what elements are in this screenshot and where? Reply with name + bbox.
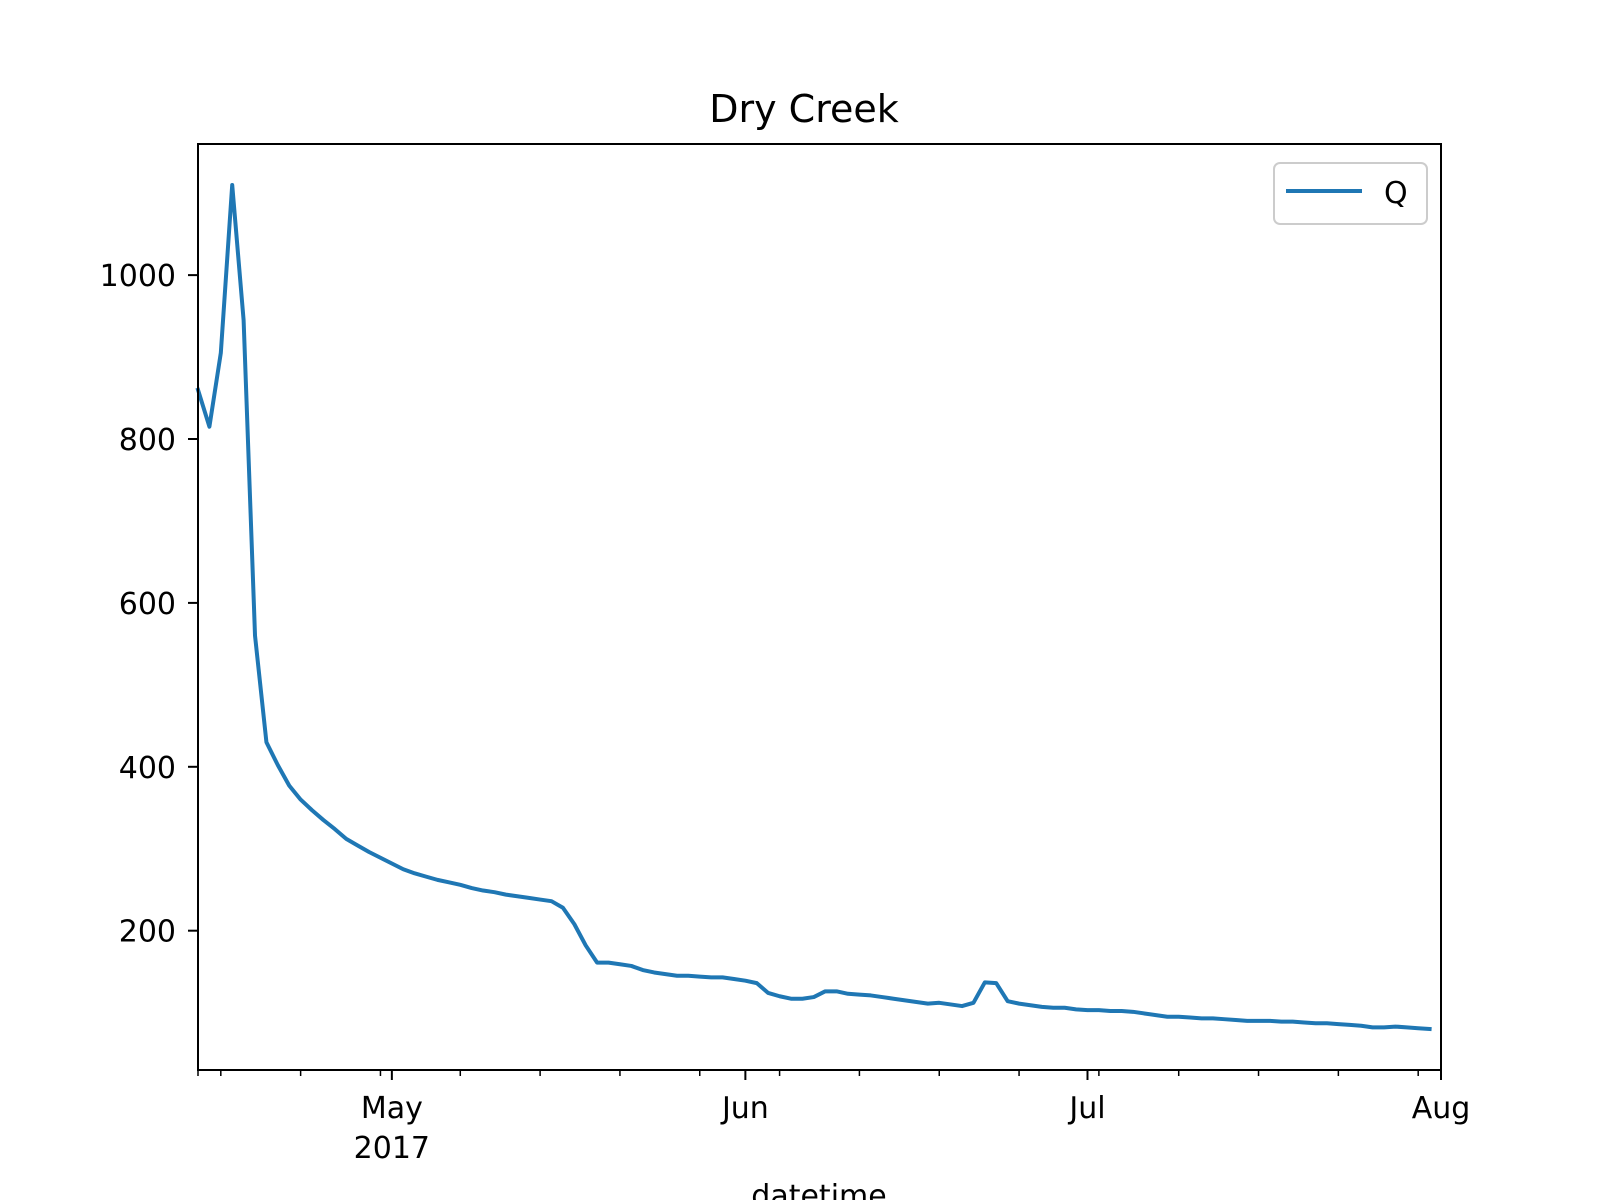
x-tick-label: May bbox=[361, 1091, 423, 1126]
series-layer bbox=[195, 182, 1432, 1032]
y-tick-label: 400 bbox=[119, 751, 176, 786]
y-tick-label: 800 bbox=[119, 423, 176, 458]
axes-frame bbox=[197, 143, 1442, 1071]
x-tick-label: Aug bbox=[1412, 1091, 1471, 1126]
x-tick-label: Jul bbox=[1067, 1091, 1105, 1126]
legend-box bbox=[1273, 162, 1428, 225]
y-axis: 200 400 600 800 1000 bbox=[100, 259, 198, 950]
series-line-q bbox=[195, 182, 1432, 1032]
x-tick-sublabel: 2017 bbox=[354, 1131, 430, 1166]
x-axis: May 2017 Jun Jul Aug bbox=[197, 1070, 1471, 1166]
chart-title: Dry Creek bbox=[709, 87, 899, 131]
legend[interactable]: Q bbox=[1273, 162, 1428, 225]
x-tick-label: Jun bbox=[720, 1091, 769, 1126]
legend-label-q: Q bbox=[1384, 176, 1408, 211]
x-axis-label: datetime bbox=[751, 1179, 886, 1200]
y-tick-label: 600 bbox=[119, 587, 176, 622]
plot-area bbox=[195, 143, 1442, 1071]
y-tick-label: 200 bbox=[119, 915, 176, 950]
y-tick-label: 1000 bbox=[100, 259, 176, 294]
